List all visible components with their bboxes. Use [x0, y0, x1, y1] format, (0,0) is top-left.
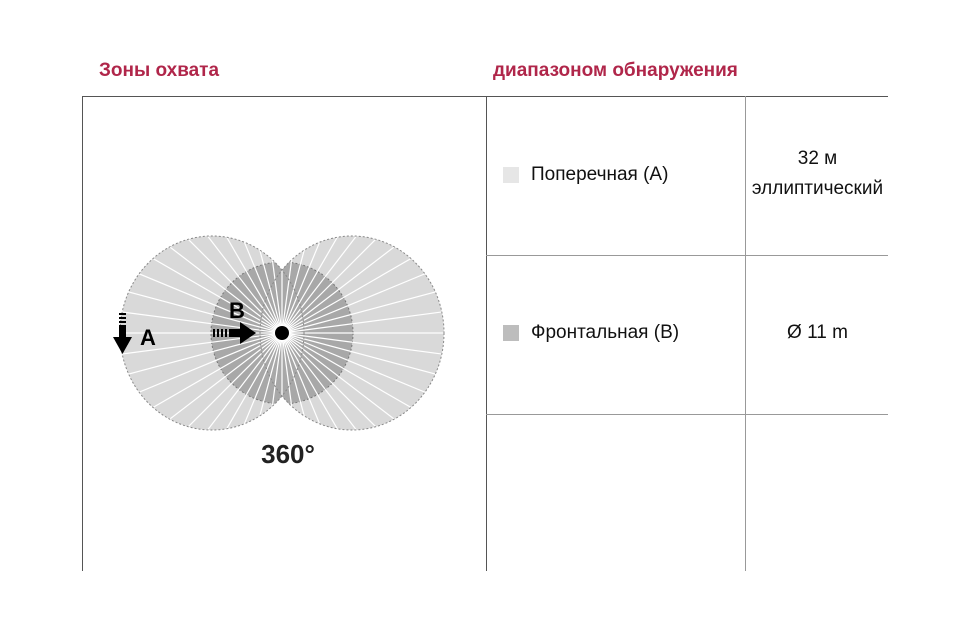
- radial-line: [281, 332, 340, 430]
- row-label-text: Поперечная (A): [531, 164, 669, 185]
- radial-line: [281, 332, 444, 418]
- radial-line: [281, 332, 393, 430]
- radial-line: [281, 236, 438, 334]
- radial-line: [281, 332, 444, 363]
- table-divider: [486, 96, 487, 571]
- row-frontal-value: Ø 11 m: [746, 318, 889, 348]
- radial-line: [281, 303, 444, 334]
- table-left-border: [82, 96, 83, 571]
- radial-line: [281, 332, 444, 391]
- swatch-transverse-icon: [503, 167, 519, 183]
- swatch-frontal-icon: [503, 325, 519, 341]
- sensor-dot: [275, 326, 289, 340]
- radial-line: [120, 275, 283, 334]
- radial-line: [281, 236, 312, 334]
- radial-line: [126, 236, 283, 334]
- radial-line: [224, 236, 283, 334]
- value-shape: эллиптический: [751, 178, 884, 199]
- detection-range-title: диапазоном обнаружения: [493, 60, 738, 81]
- radial-line: [197, 332, 283, 430]
- radial-line: [281, 248, 444, 334]
- radial-line: [281, 275, 444, 334]
- radial-line: [281, 332, 438, 430]
- radial-line: [171, 236, 283, 334]
- row-frontal-label: Фронтальная (B): [503, 322, 679, 344]
- row-label-text: Фронтальная (B): [531, 322, 680, 343]
- radial-line: [281, 236, 340, 334]
- radial-line: [281, 236, 367, 334]
- row-divider: [486, 255, 888, 256]
- radial-line: [126, 332, 283, 430]
- radial-line: [120, 236, 283, 334]
- radial-line: [252, 332, 283, 430]
- radial-line: [197, 236, 283, 334]
- radial-line: [120, 332, 283, 430]
- radial-line: [281, 332, 367, 430]
- column-divider: [745, 96, 746, 571]
- radial-line: [281, 236, 444, 334]
- row-transverse-value: 32 м эллиптический: [746, 144, 889, 204]
- value-range: 32 м: [797, 148, 838, 169]
- label-a: A: [140, 325, 156, 350]
- angle-label: 360°: [261, 439, 315, 469]
- row-transverse-label: Поперечная (A): [503, 164, 668, 186]
- arrow-a-icon: [113, 313, 132, 354]
- radial-line: [281, 332, 417, 430]
- radial-line: [120, 332, 283, 418]
- zones-title: Зоны охвата: [99, 60, 220, 81]
- radial-line: [281, 332, 312, 430]
- radial-line: [252, 236, 283, 334]
- radial-line: [281, 236, 417, 334]
- value-range: Ø 11 m: [787, 322, 848, 343]
- radial-line: [281, 332, 444, 430]
- radial-line: [120, 248, 283, 334]
- label-b: B: [229, 298, 245, 323]
- radial-line: [224, 332, 283, 430]
- arrow-b-icon: [213, 322, 256, 344]
- radial-line: [147, 236, 283, 334]
- row-divider: [486, 414, 888, 415]
- radial-line: [147, 332, 283, 430]
- radial-line: [120, 332, 283, 391]
- table-top-border: [82, 96, 888, 97]
